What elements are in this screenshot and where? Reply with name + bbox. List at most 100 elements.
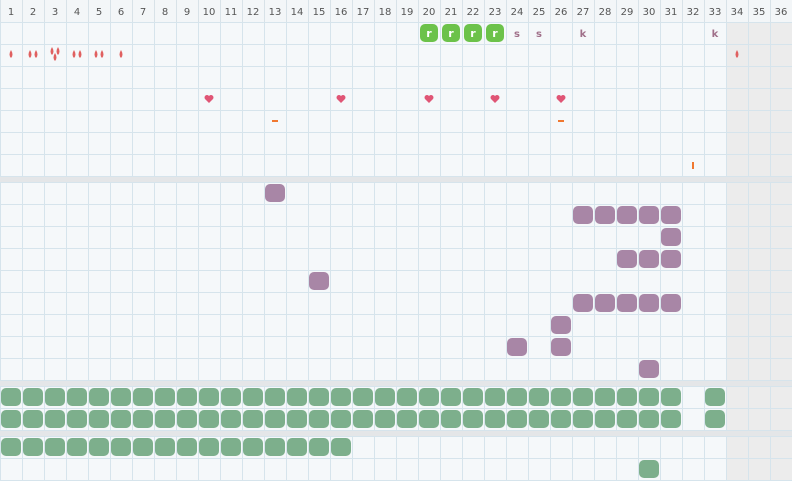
entry-block <box>89 438 109 456</box>
entry-block <box>111 438 131 456</box>
entry-block <box>617 410 637 428</box>
column-number: 34 <box>731 7 744 18</box>
entry-block <box>133 388 153 406</box>
column-number: 1 <box>8 7 14 18</box>
drop <box>100 50 104 58</box>
entry-block <box>287 438 307 456</box>
letter-mark: k <box>712 29 719 40</box>
entry-block <box>265 410 285 428</box>
column-number: 18 <box>379 7 392 18</box>
column-number: 13 <box>269 7 282 18</box>
entry-block <box>595 206 615 224</box>
column-number: 19 <box>401 7 414 18</box>
badge <box>486 24 504 42</box>
drop <box>78 50 82 58</box>
column-number: 26 <box>555 7 568 18</box>
drop <box>28 50 32 58</box>
entry-block <box>639 410 659 428</box>
column-number: 29 <box>621 7 634 18</box>
letter-mark: s <box>536 29 542 40</box>
column-number: 16 <box>335 7 348 18</box>
entry-block <box>661 388 681 406</box>
entry-block <box>551 410 571 428</box>
entry-block <box>639 250 659 268</box>
entry-block <box>639 388 659 406</box>
drop <box>9 50 13 58</box>
entry-block <box>419 388 439 406</box>
entry-block <box>573 388 593 406</box>
entry-block <box>265 388 285 406</box>
entry-block <box>67 410 87 428</box>
entry-block <box>617 206 637 224</box>
entry-block <box>507 338 527 356</box>
entry-block <box>331 388 351 406</box>
column-number: 4 <box>74 7 80 18</box>
entry-block <box>375 410 395 428</box>
heart <box>556 95 566 103</box>
letter-mark: s <box>514 29 520 40</box>
column-number: 22 <box>467 7 480 18</box>
entry-block <box>23 438 43 456</box>
entry-block <box>243 438 263 456</box>
column-number: 14 <box>291 7 304 18</box>
entry-block <box>705 410 725 428</box>
heart <box>204 95 214 103</box>
entry-block <box>221 388 241 406</box>
drop <box>56 47 60 55</box>
entry-block <box>529 388 549 406</box>
entry-block <box>331 410 351 428</box>
entry-block <box>243 410 263 428</box>
drop <box>53 53 57 61</box>
column-number: 5 <box>96 7 102 18</box>
entry-block <box>155 438 175 456</box>
heart <box>490 95 500 103</box>
entry-block <box>551 338 571 356</box>
badge-letter: r <box>492 27 498 40</box>
column-number: 2 <box>30 7 36 18</box>
entry-block <box>133 438 153 456</box>
entry-block <box>111 388 131 406</box>
column-number: 6 <box>118 7 124 18</box>
entry-block <box>309 410 329 428</box>
drop <box>735 50 739 58</box>
entry-block <box>573 410 593 428</box>
entry-block <box>661 228 681 246</box>
entry-block <box>1 410 21 428</box>
entry-block <box>243 388 263 406</box>
column-number: 32 <box>687 7 700 18</box>
entry-block <box>617 250 637 268</box>
letter-mark: k <box>580 29 587 40</box>
entry-block <box>397 388 417 406</box>
entry-block <box>133 410 153 428</box>
entry-block <box>573 294 593 312</box>
entry-block <box>199 410 219 428</box>
entry-block <box>397 410 417 428</box>
entry-block <box>287 410 307 428</box>
dash <box>272 120 278 122</box>
entry-block <box>177 388 197 406</box>
column-number: 7 <box>140 7 146 18</box>
entry-block <box>573 206 593 224</box>
column-number: 35 <box>753 7 766 18</box>
column-number: 31 <box>665 7 678 18</box>
entry-block <box>617 294 637 312</box>
entry-block <box>595 388 615 406</box>
badge-letter: r <box>470 27 476 40</box>
drop <box>72 50 76 58</box>
column-number: 24 <box>511 7 524 18</box>
column-number: 8 <box>162 7 168 18</box>
column-number: 20 <box>423 7 436 18</box>
badge <box>464 24 482 42</box>
entry-block <box>155 388 175 406</box>
entry-block <box>45 438 65 456</box>
entry-block <box>661 250 681 268</box>
entry-block <box>1 438 21 456</box>
entry-block <box>221 410 241 428</box>
entry-block <box>463 388 483 406</box>
entry-block <box>331 438 351 456</box>
entry-block <box>661 410 681 428</box>
entry-block <box>111 410 131 428</box>
column-number: 25 <box>533 7 546 18</box>
column-number: 27 <box>577 7 590 18</box>
